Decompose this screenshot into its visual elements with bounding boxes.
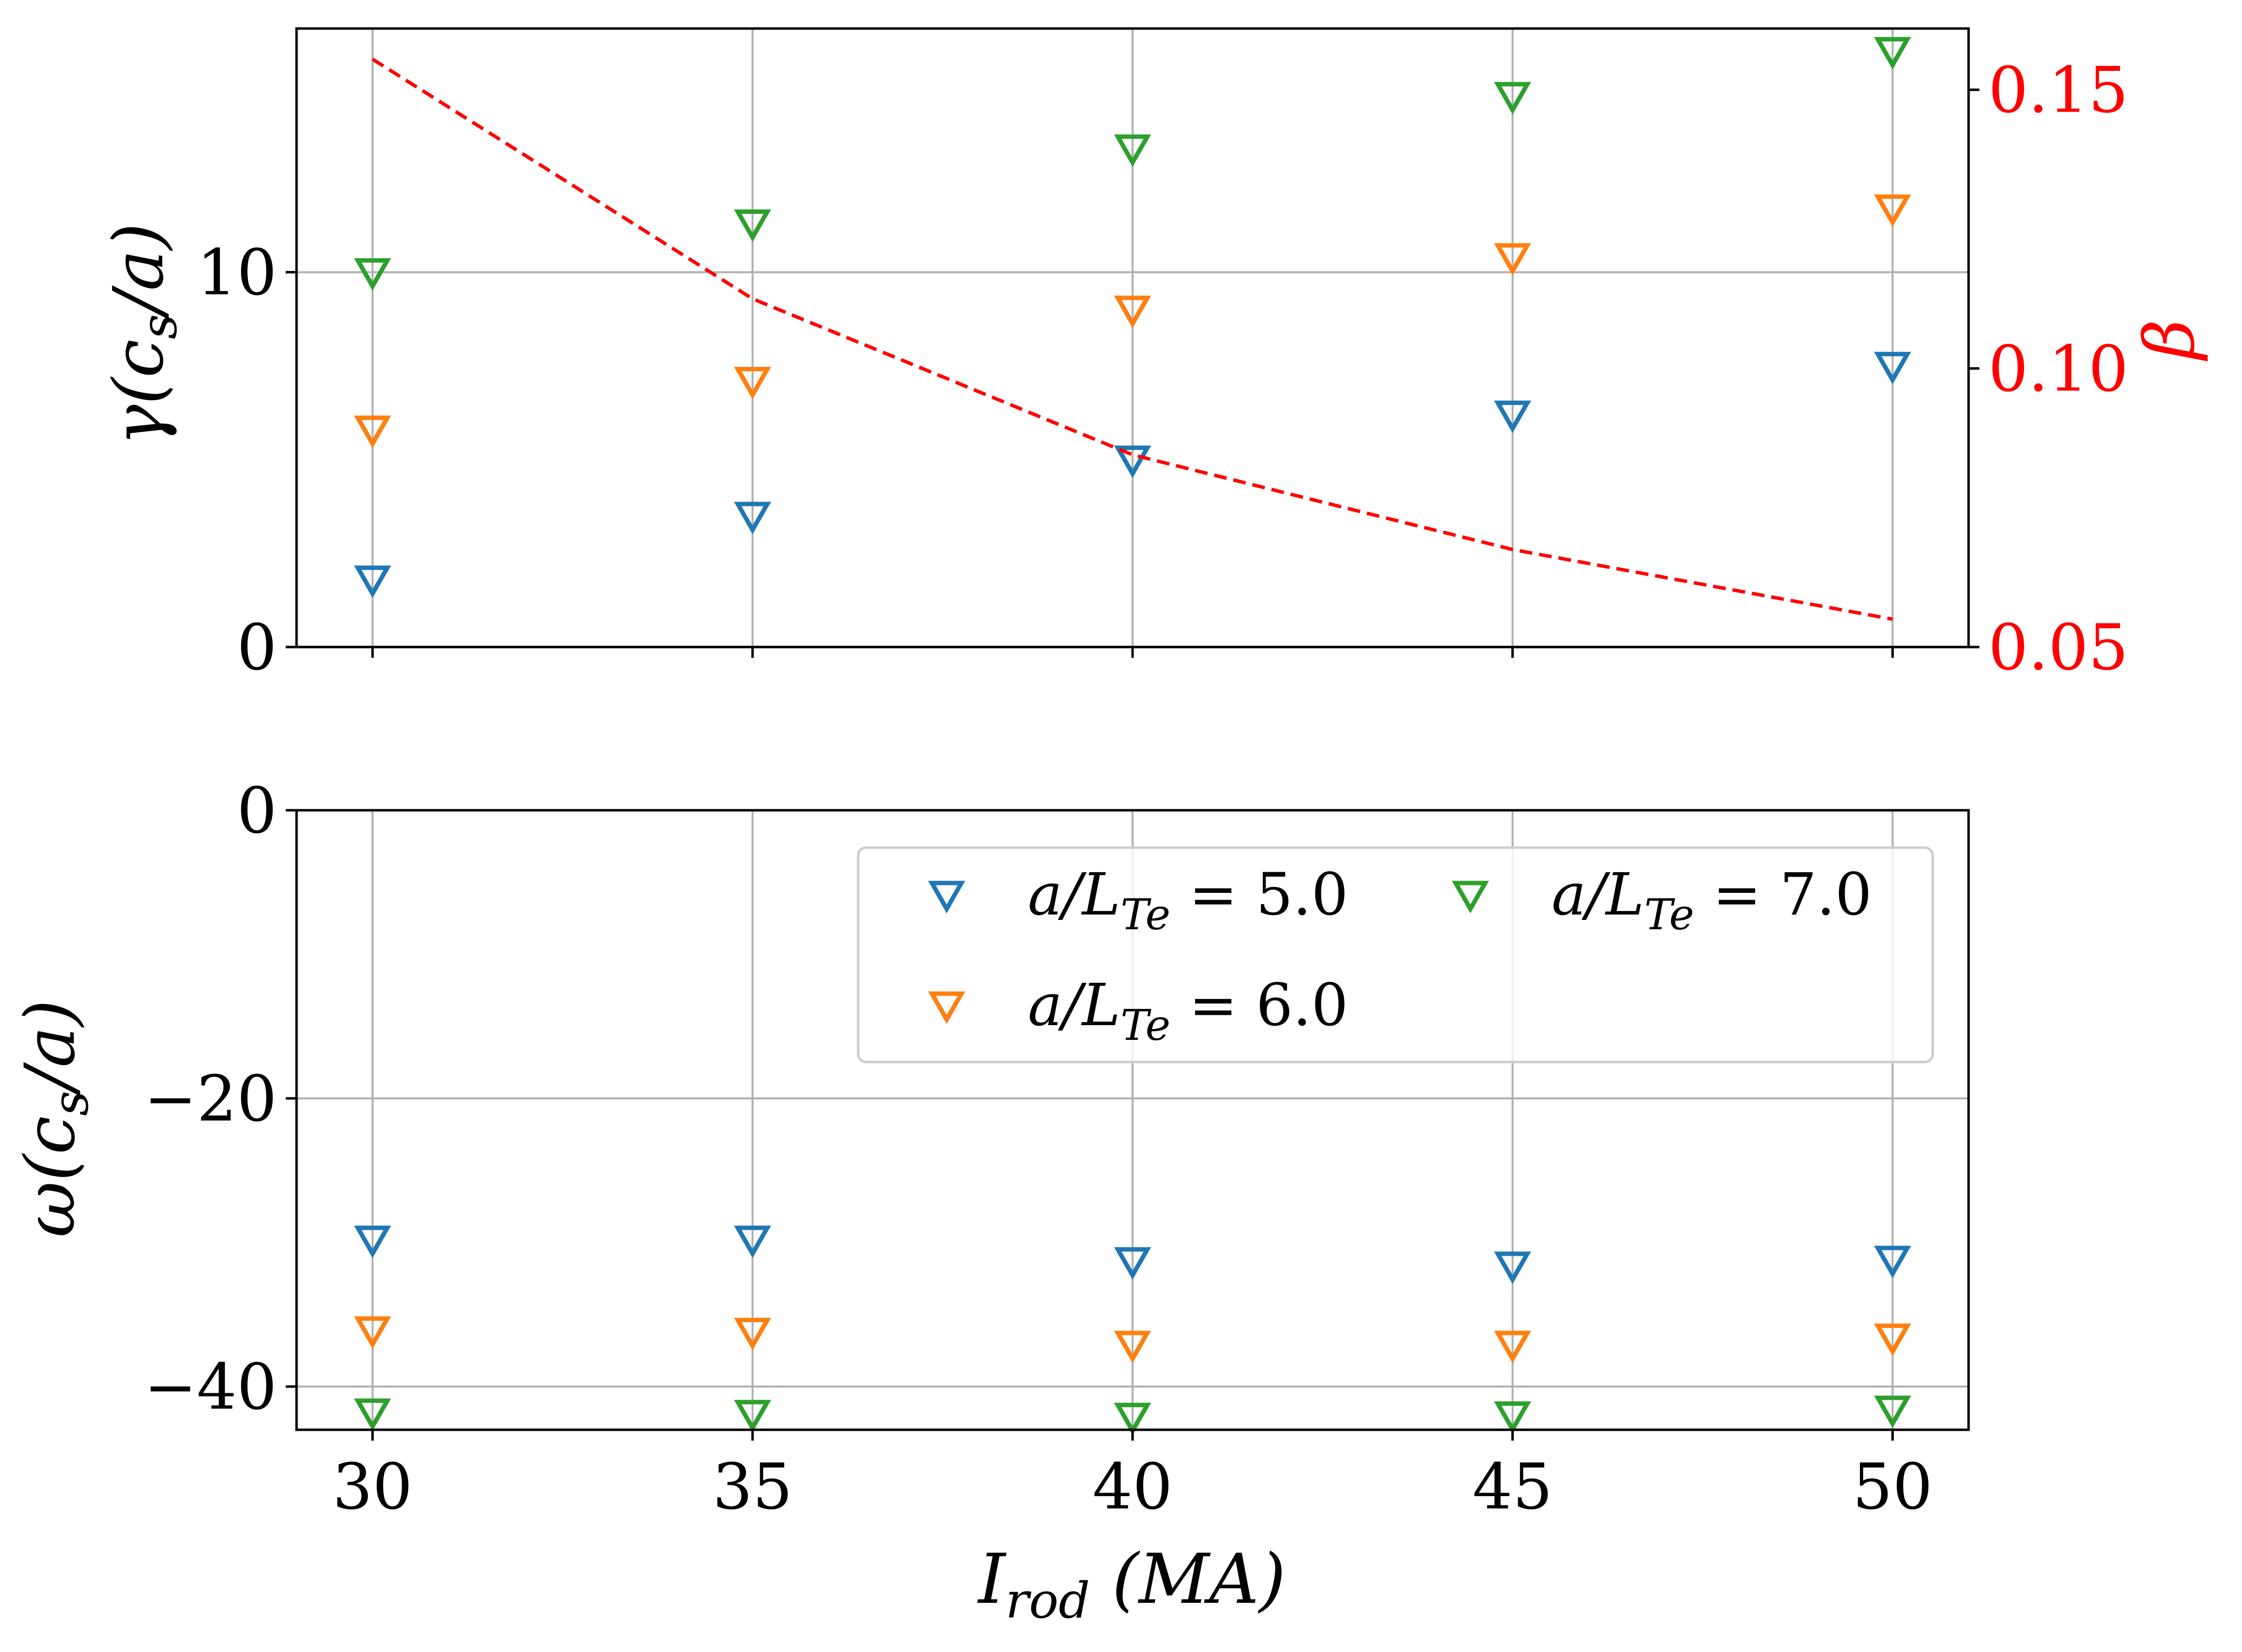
x-axis-label: Irod (MA) (977, 1539, 1286, 1629)
legend: a/LTe = 5.0 a/LTe = 7.0 a/LTe = 6.0 (857, 846, 1934, 1063)
top-y-axis-label: γ(cs/a) (99, 223, 188, 445)
x-tick-label: 50 (1853, 1450, 1933, 1524)
right-y-tick-label: 0.05 (1988, 611, 2128, 684)
data-point-series-3 (1494, 1401, 1531, 1434)
x-tick-label: 35 (713, 1450, 793, 1524)
bottom-panel: 30 35 40 45 50 0 −20 −40 ω(cs/a) Irod (MA) a/L… (10, 774, 1970, 1629)
legend-label: a/LTe = 5.0 (1028, 860, 1348, 940)
data-point-series-1 (1494, 400, 1531, 433)
data-point-series-1 (1494, 1251, 1531, 1284)
data-point-series-1 (734, 502, 772, 534)
bottom-series (354, 1225, 1912, 1436)
bottom-y-axis-label: ω(cs/a) (10, 1000, 99, 1238)
data-point-series-2 (1874, 1323, 1912, 1357)
data-point-series-2 (1494, 243, 1531, 276)
y-tick-label: 10 (197, 236, 277, 310)
top-right-y-axis-label: β (2130, 320, 2210, 362)
data-point-series-2 (354, 1316, 391, 1349)
x-tick-label: 30 (332, 1450, 413, 1524)
top-grid (297, 29, 1969, 647)
data-point-series-3 (1114, 1403, 1151, 1436)
data-point-series-3 (1874, 37, 1912, 70)
x-tick-label: 40 (1093, 1450, 1173, 1524)
top-y-ticks: 0 10 (197, 236, 297, 684)
data-point-series-2 (734, 367, 772, 400)
data-point-series-3 (1494, 82, 1531, 115)
data-point-series-1 (354, 565, 391, 598)
legend-entry: a/LTe = 6.0 (928, 971, 1348, 1050)
data-point-series-1 (734, 1225, 772, 1258)
data-point-series-3 (354, 258, 391, 291)
data-point-series-1 (1114, 445, 1151, 478)
bottom-x-ticks: 30 35 40 45 50 (332, 1430, 1933, 1524)
data-point-series-1 (1874, 352, 1912, 384)
top-panel: 0 10 0.05 0.10 0.15 γ(cs/a) β (99, 27, 2210, 684)
data-point-series-2 (734, 1318, 772, 1351)
top-series (354, 37, 1912, 621)
data-point-series-3 (734, 1400, 772, 1433)
beta-line (371, 58, 1893, 621)
legend-marker (928, 991, 965, 1024)
data-point-series-2 (354, 415, 391, 448)
legend-label: a/LTe = 6.0 (1028, 971, 1348, 1050)
data-point-series-3 (734, 209, 772, 242)
data-point-series-2 (1494, 1330, 1531, 1363)
legend-label: a/LTe = 7.0 (1552, 860, 1872, 940)
data-point-series-2 (1114, 1330, 1151, 1363)
y-tick-label: −40 (144, 1351, 277, 1424)
top-right-y-ticks: 0.05 0.10 0.15 (1969, 54, 2128, 684)
right-y-tick-label: 0.10 (1988, 332, 2128, 406)
data-point-series-1 (354, 1225, 391, 1258)
y-tick-label: 0 (237, 774, 277, 848)
data-point-series-2 (1874, 194, 1912, 227)
legend-box (857, 846, 1934, 1063)
legend-entry: a/LTe = 5.0 (928, 860, 1348, 940)
data-point-series-1 (1114, 1247, 1151, 1280)
data-point-series-1 (1874, 1245, 1912, 1278)
y-tick-label: −20 (144, 1062, 277, 1136)
data-point-series-3 (1874, 1395, 1912, 1428)
data-point-series-2 (1114, 295, 1151, 328)
right-y-tick-label: 0.15 (1988, 54, 2128, 127)
legend-marker (1452, 881, 1489, 914)
bottom-y-ticks: 0 −20 −40 (144, 774, 297, 1424)
data-point-series-3 (1114, 134, 1151, 167)
data-point-series-3 (354, 1398, 391, 1431)
y-tick-label: 0 (237, 611, 277, 684)
x-tick-label: 45 (1472, 1450, 1553, 1524)
top-x-ticks (371, 647, 1894, 658)
legend-marker (928, 881, 965, 914)
legend-entry: a/LTe = 7.0 (1452, 860, 1872, 940)
